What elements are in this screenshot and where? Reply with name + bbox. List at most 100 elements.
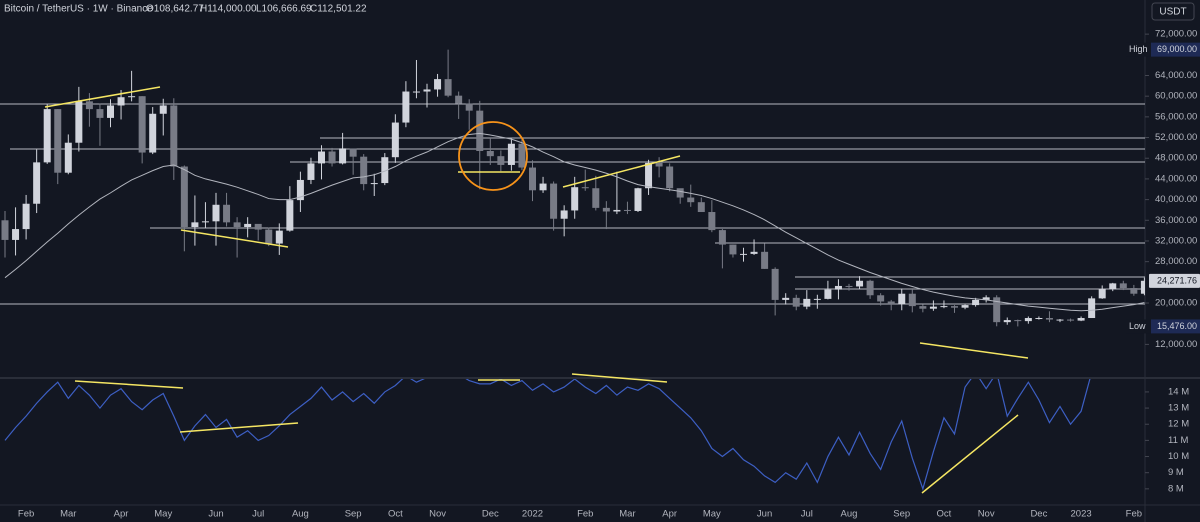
x-tick-label: Oct (937, 509, 952, 520)
symbol-title: Bitcoin / TetherUS · 1W · Binance (4, 4, 153, 15)
currency-label[interactable]: USDT (1159, 7, 1186, 18)
candle-body (33, 162, 41, 204)
currency-button[interactable]: USDT (1151, 2, 1195, 21)
candle-body (982, 297, 990, 300)
candle-body (107, 105, 114, 118)
candle-body (265, 229, 273, 244)
candle-body (402, 91, 410, 123)
x-tick-label: Nov (978, 509, 995, 520)
candle-body (43, 109, 51, 163)
currency-button-box[interactable] (1151, 2, 1195, 21)
candle-body (370, 183, 378, 185)
y-tick-label: 8 M (1168, 483, 1184, 494)
candle-body (1088, 298, 1096, 319)
y-tick-label: 56,000.00 (1155, 111, 1197, 122)
candle-body (993, 297, 1001, 323)
candle-body (1067, 319, 1075, 321)
candle-body (908, 293, 916, 307)
candle-body (560, 210, 568, 219)
y-tick-label: 9 M (1168, 467, 1184, 478)
y-tick-label: 60,000.00 (1155, 91, 1197, 102)
candle-body (180, 166, 188, 228)
candle-body (497, 156, 505, 165)
candle-body (423, 89, 431, 92)
y-tick-label: 40,000.00 (1155, 194, 1197, 205)
x-tick-label: Jun (208, 509, 223, 520)
x-tick-label: Jul (801, 509, 813, 520)
candle-body (117, 97, 125, 106)
y-tick-label: 12,000.00 (1155, 339, 1197, 350)
indicator-pane (4, 379, 1091, 491)
price-tag-value-box (1151, 42, 1200, 57)
candle-body (813, 298, 821, 300)
x-tick-label: Mar (619, 509, 635, 520)
candle-body (919, 306, 927, 309)
y-tick-label: 32,000.00 (1155, 235, 1197, 246)
candle-body (191, 222, 199, 228)
price-tag-name: Low (1129, 321, 1146, 331)
header: Bitcoin / TetherUS · 1W · Binance O108,6… (4, 4, 367, 15)
candle-body (1, 220, 9, 240)
candle-body (792, 297, 800, 307)
candle-body (666, 166, 674, 189)
candle-body (486, 150, 494, 157)
candle-body (1130, 288, 1138, 294)
candle-body (254, 223, 262, 230)
candle-body (64, 142, 72, 173)
y-tick-label: 64,000.00 (1155, 70, 1197, 81)
candle-body (275, 230, 283, 244)
price-tag-value: 15,476.00 (1157, 321, 1197, 331)
candle-body (465, 103, 473, 111)
y-tick-label: 36,000.00 (1155, 215, 1197, 226)
trend-line (44, 86, 161, 108)
candle-body (212, 204, 220, 222)
ohlc-high: H114,000.00 (200, 4, 257, 15)
candle-body (729, 244, 737, 255)
candle-body (1014, 320, 1022, 322)
candle-body (539, 183, 547, 191)
x-tick-label: Feb (1126, 509, 1142, 520)
candle-body (529, 167, 536, 191)
candle-body (360, 156, 368, 185)
candle-body (296, 179, 304, 201)
axes: Feb Mar Apr May Jun Jul Aug Sep Oct Nov Dec 2022 Feb… (18, 29, 1200, 520)
indicator-line (4, 379, 1091, 491)
candle-body (349, 148, 357, 157)
x-tick-label: Dec (482, 509, 499, 520)
candle-body (444, 79, 452, 96)
trend-line (921, 414, 1019, 494)
candle-body (898, 293, 906, 305)
candle-body (412, 91, 420, 93)
candle-body (972, 299, 980, 306)
candle-body (233, 222, 241, 228)
y-tick-label: 72,000.00 (1155, 29, 1197, 40)
candle-body (866, 280, 874, 296)
candle-body (571, 187, 579, 211)
y-tick-label: 11 M (1168, 435, 1189, 446)
candle-body (708, 212, 716, 231)
candle-body (856, 280, 864, 287)
candle-body (75, 101, 83, 143)
candle-body (1109, 283, 1117, 290)
y-tick-label: 13 M (1168, 403, 1189, 414)
x-tick-label: Sep (345, 509, 362, 520)
candle-body (718, 230, 726, 245)
x-tick-label: May (703, 509, 721, 520)
trend-line (74, 380, 184, 389)
candle-body (951, 306, 958, 308)
x-tick-label: Aug (292, 509, 309, 520)
ohlc-open: O108,642.77 (146, 4, 204, 15)
candle-body (634, 188, 642, 211)
ohlc-low: L106,666.69 (256, 4, 312, 15)
candle-body (159, 105, 167, 114)
moving-average (4, 132, 1145, 312)
candle-body (128, 96, 136, 98)
candle-body (877, 295, 885, 302)
price-tag-value-box (1151, 319, 1200, 334)
candle-body (845, 285, 853, 287)
ohlc-close: C112,501.22 (310, 4, 367, 15)
candle-body (1077, 318, 1085, 321)
x-tick-label: Apr (662, 509, 677, 520)
candle-body (476, 110, 484, 151)
candle-body (339, 148, 347, 164)
